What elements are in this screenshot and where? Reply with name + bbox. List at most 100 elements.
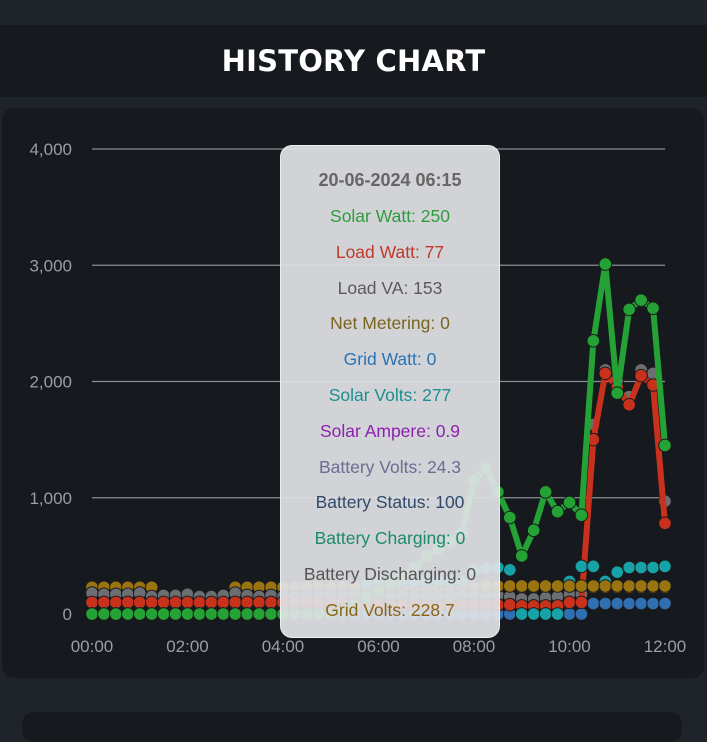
- tooltip-row-solar-volts: Solar Volts: 277: [328, 384, 452, 405]
- data-point[interactable]: [622, 579, 636, 593]
- x-tick-label: 02:00: [166, 637, 209, 656]
- data-point[interactable]: [216, 607, 231, 621]
- data-point[interactable]: [622, 596, 636, 611]
- data-point[interactable]: [180, 607, 195, 621]
- data-point[interactable]: [192, 607, 207, 621]
- data-point[interactable]: [610, 565, 625, 579]
- data-point[interactable]: [658, 438, 672, 453]
- data-point[interactable]: [503, 510, 517, 525]
- data-point[interactable]: [216, 595, 231, 610]
- data-point[interactable]: [586, 579, 601, 593]
- data-point[interactable]: [97, 607, 111, 621]
- data-point[interactable]: [503, 563, 517, 577]
- data-point[interactable]: [168, 595, 183, 610]
- data-point[interactable]: [622, 560, 636, 575]
- y-tick-label: 2,000: [29, 373, 72, 392]
- data-point[interactable]: [228, 595, 243, 610]
- data-point[interactable]: [610, 596, 625, 611]
- data-point[interactable]: [658, 579, 672, 593]
- y-tick-label: 0: [63, 605, 72, 624]
- data-point[interactable]: [514, 607, 529, 621]
- data-point[interactable]: [204, 595, 219, 610]
- data-point[interactable]: [586, 559, 601, 574]
- data-point[interactable]: [562, 595, 577, 610]
- data-point[interactable]: [132, 607, 147, 621]
- data-point[interactable]: [646, 560, 660, 575]
- data-point[interactable]: [574, 595, 589, 610]
- y-tick-label: 4,000: [29, 140, 72, 159]
- x-tick-label: 04:00: [262, 637, 305, 656]
- data-point[interactable]: [562, 495, 577, 510]
- data-point[interactable]: [586, 596, 601, 611]
- data-point[interactable]: [514, 579, 529, 593]
- data-point[interactable]: [526, 579, 541, 593]
- data-point[interactable]: [240, 607, 254, 621]
- data-point[interactable]: [85, 595, 99, 610]
- data-point[interactable]: [550, 504, 565, 519]
- data-point[interactable]: [526, 607, 541, 621]
- data-point[interactable]: [574, 508, 589, 522]
- tooltip-row-grid-volts: Grid Volts: 228.7: [325, 599, 455, 620]
- data-point[interactable]: [144, 607, 159, 621]
- data-point[interactable]: [562, 607, 577, 621]
- data-point[interactable]: [622, 302, 636, 317]
- data-point[interactable]: [538, 579, 553, 593]
- data-point[interactable]: [228, 607, 243, 621]
- data-point[interactable]: [121, 607, 135, 621]
- data-point[interactable]: [180, 595, 195, 610]
- data-point[interactable]: [598, 257, 613, 271]
- data-point[interactable]: [538, 485, 553, 499]
- data-point[interactable]: [503, 579, 517, 593]
- data-point[interactable]: [634, 596, 648, 611]
- data-point[interactable]: [658, 516, 672, 531]
- data-point[interactable]: [503, 597, 517, 612]
- data-point[interactable]: [622, 397, 636, 412]
- data-point[interactable]: [562, 579, 577, 593]
- data-point[interactable]: [264, 595, 278, 610]
- data-point[interactable]: [514, 549, 529, 563]
- data-point[interactable]: [634, 368, 648, 383]
- data-point[interactable]: [646, 579, 660, 593]
- data-point[interactable]: [240, 595, 254, 610]
- data-point[interactable]: [132, 595, 147, 610]
- data-point[interactable]: [550, 607, 565, 621]
- data-point[interactable]: [634, 293, 648, 307]
- data-point[interactable]: [634, 560, 648, 575]
- data-point[interactable]: [646, 301, 660, 316]
- data-point[interactable]: [252, 607, 266, 621]
- data-point[interactable]: [634, 579, 648, 593]
- data-point[interactable]: [658, 596, 672, 611]
- data-point[interactable]: [264, 607, 278, 621]
- data-point[interactable]: [156, 607, 171, 621]
- data-point[interactable]: [574, 559, 589, 574]
- data-point[interactable]: [109, 595, 123, 610]
- x-tick-label: 12:00: [644, 637, 687, 656]
- data-point[interactable]: [121, 595, 135, 610]
- data-point[interactable]: [144, 595, 159, 610]
- data-point[interactable]: [574, 579, 589, 593]
- data-point[interactable]: [598, 596, 613, 611]
- data-point[interactable]: [526, 523, 541, 538]
- data-point[interactable]: [586, 334, 601, 348]
- data-point[interactable]: [658, 559, 672, 574]
- data-point[interactable]: [610, 386, 625, 400]
- data-point[interactable]: [168, 607, 183, 621]
- data-point[interactable]: [97, 595, 111, 610]
- data-point[interactable]: [598, 366, 613, 381]
- data-point[interactable]: [252, 595, 266, 610]
- data-point[interactable]: [85, 607, 99, 621]
- data-point[interactable]: [204, 607, 219, 621]
- tooltip-row-grid-watt: Grid Watt: 0: [343, 349, 437, 370]
- data-point[interactable]: [598, 579, 613, 593]
- data-point[interactable]: [646, 596, 660, 611]
- data-point[interactable]: [192, 595, 207, 610]
- data-point[interactable]: [109, 607, 123, 621]
- y-tick-label: 1,000: [29, 489, 72, 508]
- data-point[interactable]: [550, 579, 565, 593]
- x-tick-label: 10:00: [548, 637, 591, 656]
- data-point[interactable]: [156, 595, 171, 610]
- data-point[interactable]: [574, 607, 589, 621]
- data-point[interactable]: [538, 607, 553, 621]
- tooltip-row-battery-discharging: Battery Discharging: 0: [303, 563, 477, 584]
- data-point[interactable]: [610, 579, 625, 593]
